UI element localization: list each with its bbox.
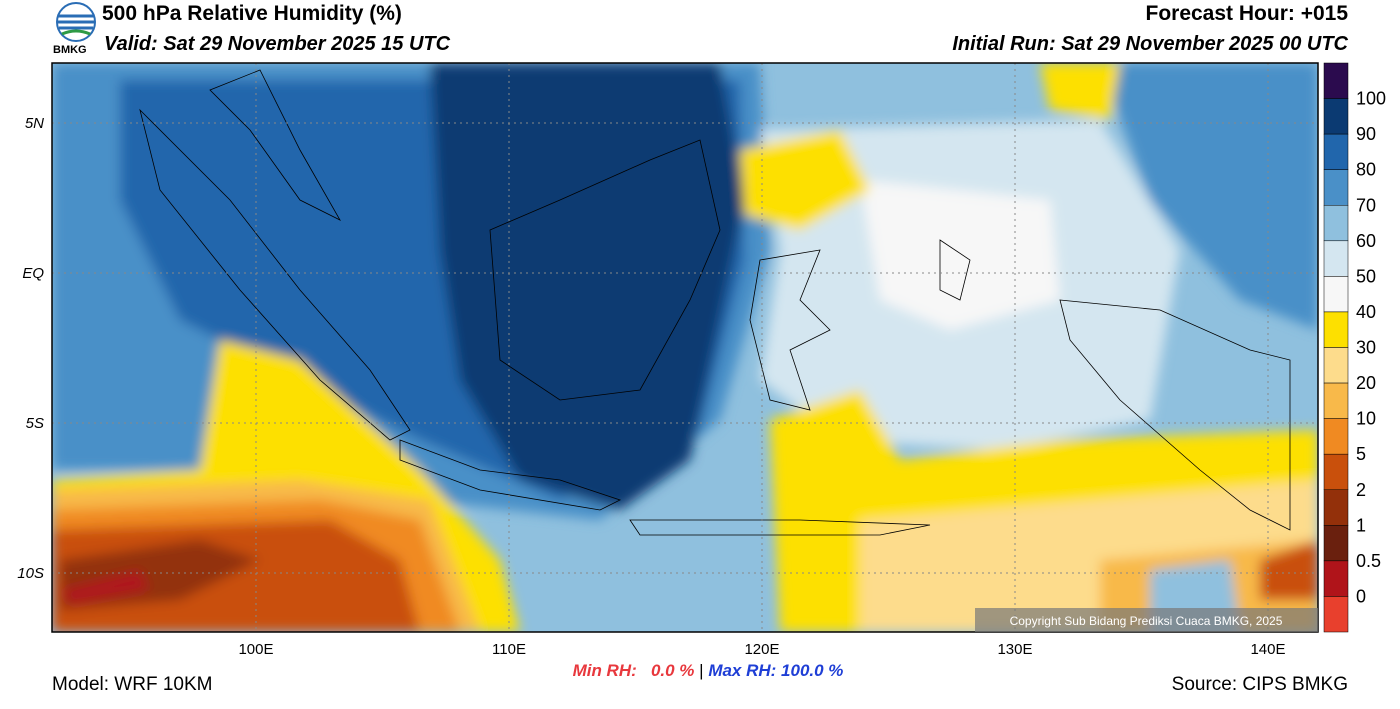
lon-label: 130E [997,641,1032,658]
lon-labels: 100E 110E 120E 130E 140E [238,641,1285,658]
initial-run: Initial Run: Sat 29 November 2025 00 UTC [952,33,1348,55]
graticule [52,63,1318,632]
coastlines [139,69,1291,536]
colorbar-label: 60 [1356,231,1376,251]
colorbar-label: 70 [1356,195,1376,215]
colorbar-label: 20 [1356,373,1376,393]
forecast-hour: Forecast Hour: +015 [1145,2,1349,25]
colorbar-box [1323,98,1349,135]
colorbar-box [1323,489,1349,526]
logo-icon [56,2,96,42]
map-frame [51,62,1319,633]
copyright: Copyright Sub Bidang Prediksi Cuaca BMKG… [1010,614,1283,628]
colorbar-box [1323,347,1349,384]
colorbar-box [1323,311,1349,348]
rh-range: Min RH: 0.0 % | Max RH: 100.0 % [0,661,1400,681]
colorbar-label: 1 [1356,515,1366,535]
title: 500 hPa Relative Humidity (%) [102,2,402,25]
colorbar-label: 2 [1356,480,1366,500]
lat-label: EQ [22,265,44,282]
colorbar-label: 10 [1356,409,1376,429]
lat-labels: 5N EQ 5S 10S [17,115,44,582]
colorbar-box [1323,205,1349,242]
colorbar-box [1323,453,1349,490]
lon-label: 100E [238,641,273,658]
lat-label: 10S [17,565,44,582]
colorbar-label: 50 [1356,266,1376,286]
lon-label: 110E [492,641,526,658]
colorbar-label: 30 [1356,338,1376,358]
valid-time: Valid: Sat 29 November 2025 15 UTC [104,33,451,55]
colorbar-box [1323,240,1349,277]
colorbar-label: 0 [1356,586,1366,606]
colorbar-box [1323,418,1349,455]
colorbar-box [1323,276,1349,313]
colorbar: 100 90 80 70 60 50 40 30 20 10 5 2 1 0.5 0 [1323,62,1386,633]
colorbar-label: 0.5 [1356,551,1381,571]
lon-label: 120E [744,641,779,658]
colorbar-box [1323,525,1349,562]
min-rh: Min RH: 0.0 % [572,661,695,680]
colorbar-label: 100 [1356,89,1386,109]
lon-label: 140E [1250,641,1285,658]
max-rh: Max RH: 100.0 % [708,661,844,680]
colorbar-box [1323,169,1349,206]
lat-label: 5N [25,115,44,132]
colorbar-label: 90 [1356,124,1376,144]
colorbar-label: 40 [1356,302,1376,322]
logo-text: BMKG [53,44,87,56]
humidity-field [52,63,1318,632]
lat-label: 5S [26,415,44,432]
colorbar-box [1323,596,1349,633]
colorbar-box [1323,62,1349,99]
model: Model: WRF 10KM [52,674,213,695]
separator: | [699,661,704,680]
colorbar-box [1323,560,1349,597]
source: Source: CIPS BMKG [1171,674,1348,695]
colorbar-label: 80 [1356,160,1376,180]
copyright-box [975,608,1318,632]
colorbar-box [1323,382,1349,419]
colorbar-label: 5 [1356,444,1366,464]
colorbar-box [1323,133,1349,170]
